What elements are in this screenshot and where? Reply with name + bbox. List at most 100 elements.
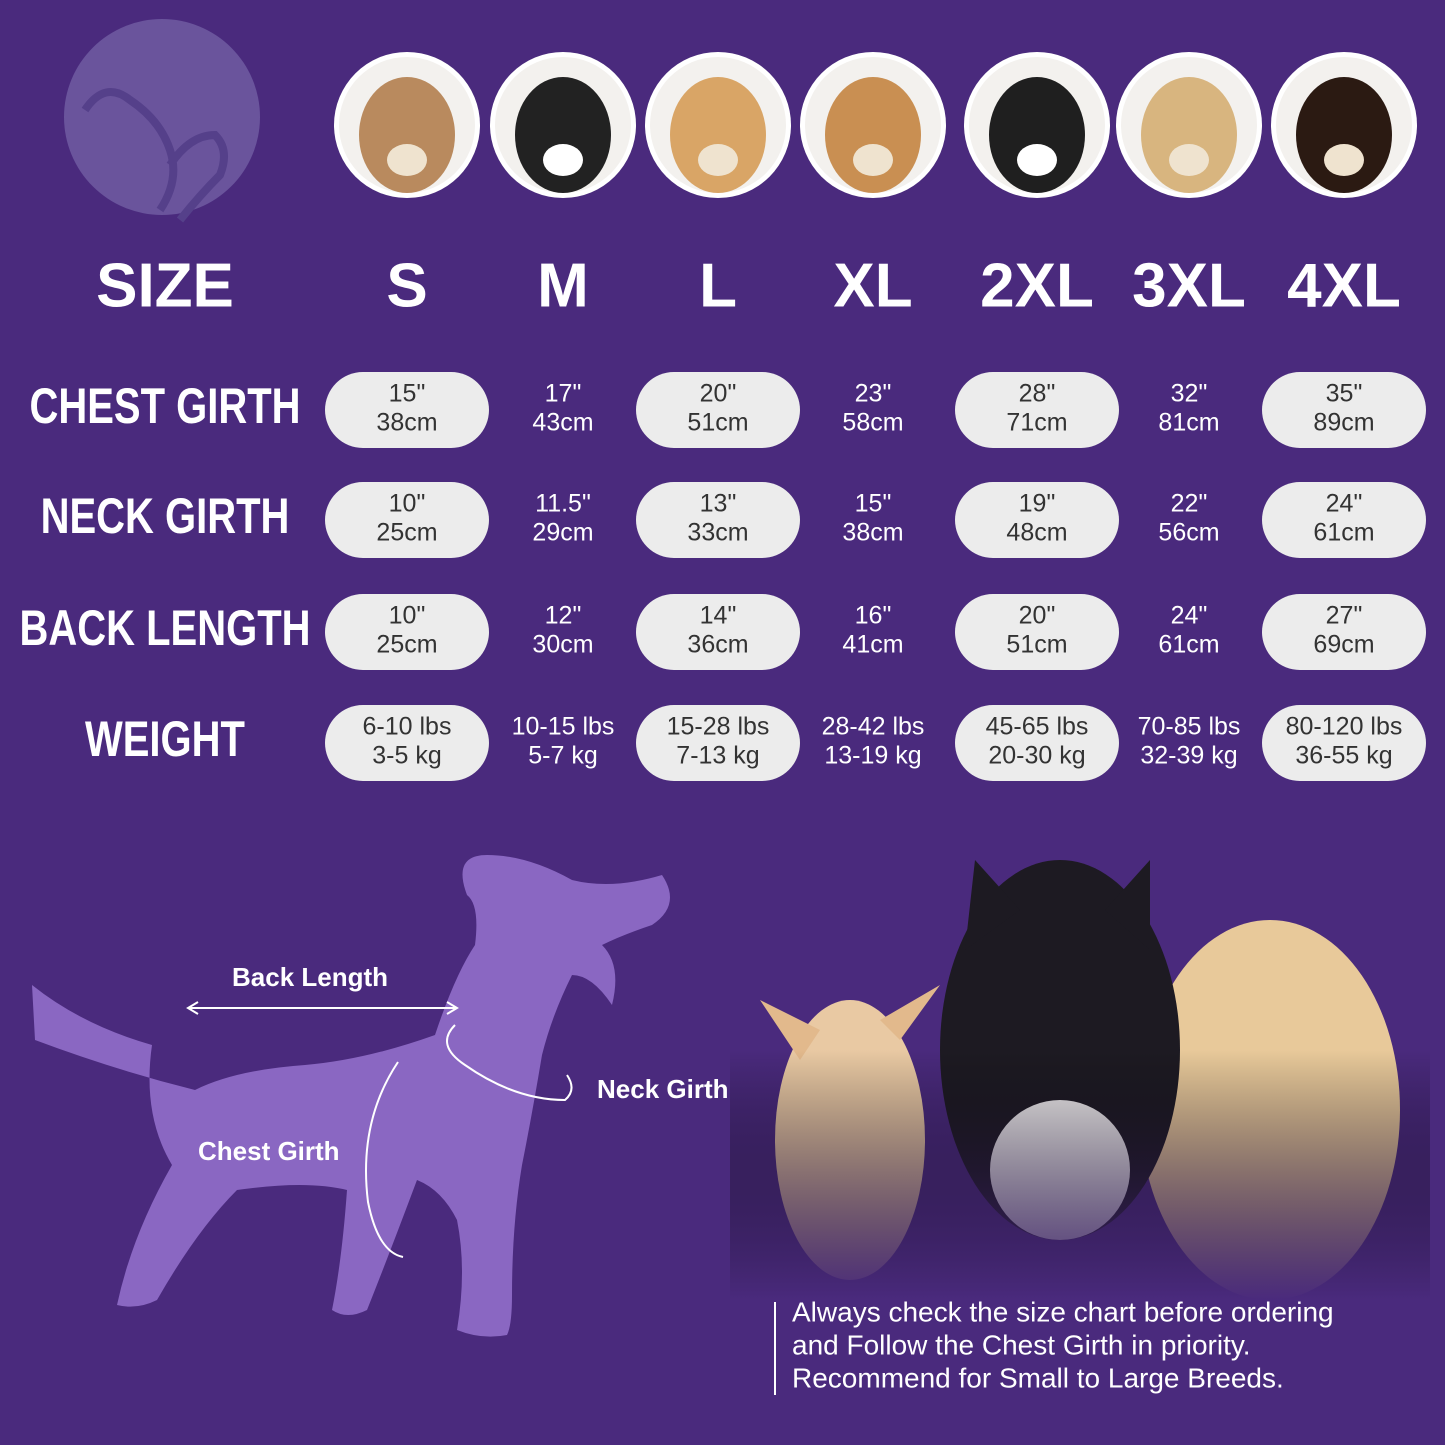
breed-head [515,77,611,193]
cell-metric: 30cm [532,631,593,659]
cell-imperial: 80-120 lbs [1286,713,1403,741]
cell-metric: 81cm [1158,409,1219,437]
cell-imperial: 10" [389,490,426,518]
arrow-heads [186,1001,459,1015]
breed-muzzle [387,144,427,176]
chest-loop [365,1061,404,1258]
cell-pill [955,594,1119,670]
cell-imperial: 35" [1326,380,1363,408]
cell-imperial: 28-42 lbs [822,713,925,741]
cell-pill [636,482,800,558]
cell-metric: 29cm [532,519,593,547]
breed-muzzle [698,144,738,176]
cell-imperial: 24" [1171,602,1208,630]
cell-pill [636,705,800,781]
cell-imperial: 27" [1326,602,1363,630]
cell-imperial: 15" [855,490,892,518]
cell-imperial: 12" [545,602,582,630]
cell-metric: 25cm [376,631,437,659]
note-line: Always check the size chart before order… [792,1296,1334,1327]
row-label: NECK GIRTH [41,488,290,544]
cell-pill [1262,372,1426,448]
cell-metric: 89cm [1313,409,1374,437]
back-length-label: Back Length [232,962,388,992]
cell-imperial: 11.5" [535,490,591,518]
breed-head [670,77,766,193]
cell-pill [955,372,1119,448]
logo [64,19,260,215]
cell-metric: 43cm [532,409,593,437]
cell-metric: 56cm [1158,519,1219,547]
cell-metric: 69cm [1313,631,1374,659]
cell-metric: 41cm [842,631,903,659]
cell-metric: 25cm [376,519,437,547]
note-line: and Follow the Chest Girth in priority. [792,1329,1251,1360]
size-header: M [537,251,589,320]
cell-imperial: 28" [1019,380,1056,408]
cell-metric: 36-55 kg [1295,742,1392,770]
row-label: CHEST GIRTH [29,378,300,434]
logo-mark [81,88,228,223]
cell-pill [1262,482,1426,558]
note: Always check the size chart before order… [792,1296,1334,1393]
cell-metric: 33cm [687,519,748,547]
cell-imperial: 15-28 lbs [667,713,770,741]
cell-metric: 38cm [376,409,437,437]
size-header: XL [833,251,912,320]
breed-muzzle [543,144,583,176]
breed-head [1141,77,1237,193]
cell-metric: 51cm [687,409,748,437]
size-header: L [699,251,737,320]
row-label: WEIGHT [85,711,245,767]
cell-imperial: 10" [389,602,426,630]
breed-muzzle [1017,144,1057,176]
cell-imperial: 70-85 lbs [1138,713,1241,741]
cell-imperial: 20" [700,380,737,408]
breed-head [359,77,455,193]
cell-metric: 58cm [842,409,903,437]
breed-head [989,77,1085,193]
cell-pill [325,594,489,670]
breed-muzzle [1169,144,1209,176]
size-header: 2XL [980,251,1094,320]
cell-pill [636,372,800,448]
cell-imperial: 10-15 lbs [512,713,615,741]
cell-imperial: 6-10 lbs [363,713,452,741]
cell-pill [1262,705,1426,781]
cell-pill [325,372,489,448]
cell-metric: 13-19 kg [824,742,921,770]
dog-photo [730,860,1430,1300]
cell-pill [955,482,1119,558]
breed-photos [334,52,1417,198]
cell-imperial: 17" [545,380,582,408]
breed-muzzle [1324,144,1364,176]
size-header: SIZE [96,251,234,320]
neck-girth-label: Neck Girth [597,1074,729,1104]
dog-silhouette [32,855,670,1337]
breed-head [1296,77,1392,193]
row-label: BACK LENGTH [19,600,310,656]
cell-metric: 71cm [1006,409,1067,437]
chest-girth-label: Chest Girth [198,1136,340,1166]
cell-imperial: 32" [1171,380,1208,408]
size-header: 3XL [1132,251,1246,320]
size-header: 4XL [1287,251,1401,320]
cell-pill [955,705,1119,781]
cell-imperial: 13" [700,490,737,518]
cell-imperial: 16" [855,602,892,630]
cell-imperial: 23" [855,380,892,408]
cell-metric: 61cm [1158,631,1219,659]
cell-pill [636,594,800,670]
cell-metric: 20-30 kg [988,742,1085,770]
note-line: Recommend for Small to Large Breeds. [792,1362,1284,1393]
breed-muzzle [853,144,893,176]
cell-metric: 5-7 kg [528,742,597,770]
cell-metric: 48cm [1006,519,1067,547]
cell-imperial: 19" [1019,490,1056,518]
cell-metric: 32-39 kg [1140,742,1237,770]
cell-pill [1262,594,1426,670]
cell-metric: 38cm [842,519,903,547]
size-header: S [386,251,427,320]
cell-pill [325,482,489,558]
cell-metric: 7-13 kg [676,742,759,770]
